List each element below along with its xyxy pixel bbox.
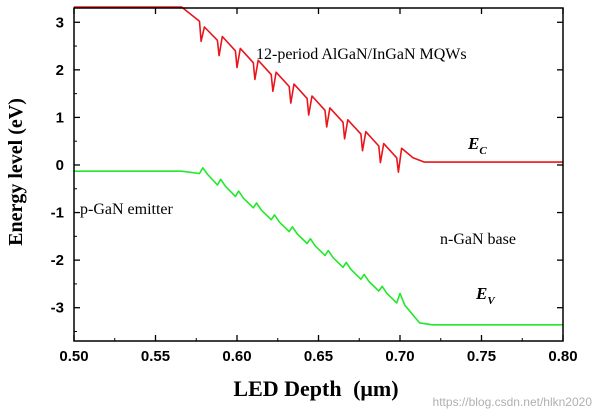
ev-band-label-main: E — [475, 284, 487, 303]
y-axis-title: Energy level (eV) — [5, 98, 27, 246]
y-tick-label: 0 — [56, 157, 64, 174]
x-tick-label: 0.70 — [385, 348, 414, 365]
y-tick-label: -2 — [51, 252, 64, 269]
y-tick-label: 3 — [56, 14, 64, 31]
x-axis-title: LED Depth (μm) — [233, 376, 398, 401]
x-axis-title-unit: (μm) — [353, 376, 398, 401]
p-gan-annotation: p-GaN emitter — [80, 201, 174, 218]
x-tick-label: 0.65 — [304, 348, 333, 365]
watermark-text: https://blog.csdn.net/hlkn2020 — [433, 395, 593, 409]
x-tick-label: 0.50 — [59, 348, 88, 365]
ec-band-label: EC — [467, 134, 487, 157]
n-gan-annotation: n-GaN base — [440, 231, 516, 248]
y-tick-label: 1 — [56, 109, 64, 126]
ec-band-label-main: E — [467, 134, 479, 153]
x-axis-title-text: LED Depth — [233, 376, 341, 401]
y-tick-label: 2 — [56, 62, 64, 79]
x-tick-label: 0.80 — [548, 348, 577, 365]
y-tick-label: -1 — [51, 205, 64, 222]
ev-band-label-sub: V — [487, 295, 496, 307]
x-tick-label: 0.75 — [467, 348, 496, 365]
series-line-e-c — [74, 6, 563, 173]
mqw-annotation: 12-period AlGaN/InGaN MQWs — [256, 46, 467, 63]
ec-band-label-sub: C — [479, 145, 487, 157]
series-line-e-v — [74, 167, 563, 326]
y-tick-label: -3 — [51, 300, 64, 317]
ev-band-label: EV — [475, 284, 496, 307]
x-tick-label: 0.55 — [141, 348, 170, 365]
x-tick-label: 0.60 — [222, 348, 251, 365]
